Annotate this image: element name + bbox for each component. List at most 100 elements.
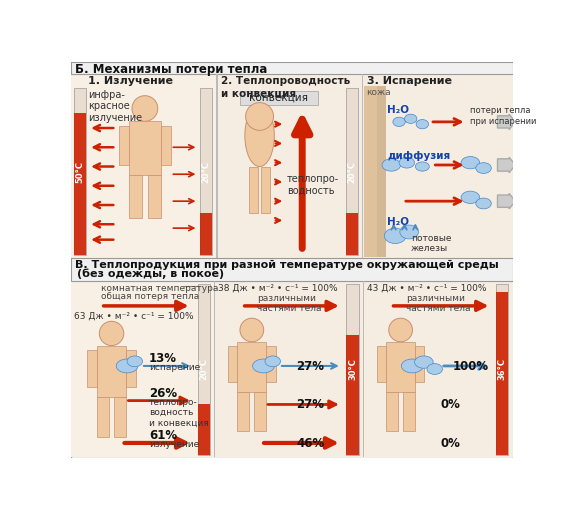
Bar xyxy=(127,350,136,387)
Ellipse shape xyxy=(382,159,401,171)
Text: различными
частями тела: различными частями тела xyxy=(257,294,321,313)
Bar xyxy=(71,258,513,281)
Text: потери тепла
при испарении: потери тепла при испарении xyxy=(470,107,536,126)
Bar xyxy=(415,346,424,382)
Bar xyxy=(237,391,249,431)
Text: 3. Испарение: 3. Испарение xyxy=(367,76,451,87)
Bar xyxy=(266,346,275,382)
Text: 50°С: 50°С xyxy=(75,161,84,182)
Text: 36°С: 36°С xyxy=(498,358,507,381)
Text: В. Теплопродукция при разной температуре окружающей среды: В. Теплопродукция при разной температуре… xyxy=(75,260,499,270)
Ellipse shape xyxy=(245,105,274,166)
Text: диффузия: диффузия xyxy=(388,151,451,161)
Ellipse shape xyxy=(384,228,406,244)
Bar xyxy=(228,346,237,382)
Bar xyxy=(129,176,142,218)
Bar xyxy=(87,350,97,387)
Text: 20°С: 20°С xyxy=(200,358,208,381)
Bar xyxy=(148,176,161,218)
Ellipse shape xyxy=(414,356,433,368)
Text: 1. Излучение: 1. Излучение xyxy=(88,76,173,87)
Ellipse shape xyxy=(116,359,138,373)
Text: 20°С: 20°С xyxy=(202,161,210,182)
Ellipse shape xyxy=(393,117,405,127)
Bar xyxy=(161,126,170,165)
Text: 0%: 0% xyxy=(441,398,461,411)
Text: инфра-
красное
излучение: инфра- красное излучение xyxy=(88,90,142,123)
FancyArrow shape xyxy=(498,194,515,209)
Text: различными
частями тела: различными частями тела xyxy=(406,294,471,313)
Bar xyxy=(261,166,270,213)
Bar xyxy=(496,292,508,455)
Ellipse shape xyxy=(461,191,480,203)
Bar xyxy=(363,74,513,258)
Text: излучение: излучение xyxy=(149,440,199,449)
Ellipse shape xyxy=(416,119,429,129)
Bar xyxy=(364,281,513,457)
Ellipse shape xyxy=(405,114,417,124)
Bar xyxy=(249,166,258,213)
Bar xyxy=(71,74,217,258)
Bar xyxy=(364,87,377,256)
Text: 27%: 27% xyxy=(296,398,324,411)
Ellipse shape xyxy=(400,225,418,239)
FancyArrow shape xyxy=(498,114,515,130)
Text: теплопро-
водность
и конвекция: теплопро- водность и конвекция xyxy=(149,398,209,427)
Text: испарение: испарение xyxy=(149,363,200,372)
Ellipse shape xyxy=(253,359,274,373)
Bar xyxy=(114,397,127,437)
Text: кожа: кожа xyxy=(366,88,390,97)
Text: 0%: 0% xyxy=(441,437,461,450)
Text: теплопро-
водность: теплопро- водность xyxy=(287,174,339,196)
Bar xyxy=(216,74,218,258)
Ellipse shape xyxy=(461,157,480,169)
Text: 27%: 27% xyxy=(296,360,324,373)
Bar xyxy=(377,346,386,382)
Text: комнатная температура: комнатная температура xyxy=(101,284,218,293)
Ellipse shape xyxy=(427,364,442,374)
Bar xyxy=(347,335,359,455)
Circle shape xyxy=(389,318,413,342)
Bar xyxy=(74,113,86,255)
Ellipse shape xyxy=(416,162,429,171)
Bar xyxy=(129,122,161,176)
Bar xyxy=(345,213,358,255)
Bar xyxy=(362,74,364,258)
Bar xyxy=(71,281,215,457)
Bar xyxy=(97,397,109,437)
Text: 13%: 13% xyxy=(149,352,177,365)
Ellipse shape xyxy=(127,356,142,367)
Bar xyxy=(254,391,266,431)
Text: 43 Дж • м⁻² • с⁻¹ = 100%: 43 Дж • м⁻² • с⁻¹ = 100% xyxy=(367,284,487,293)
Text: конвекция: конвекция xyxy=(250,93,308,102)
Bar xyxy=(74,88,86,255)
Text: 46%: 46% xyxy=(296,437,324,450)
Ellipse shape xyxy=(265,356,280,367)
Bar xyxy=(119,126,129,165)
Text: потовые
железы: потовые железы xyxy=(411,233,451,253)
Bar xyxy=(347,284,359,455)
Bar xyxy=(71,62,513,74)
Bar xyxy=(71,62,513,258)
Text: 61%: 61% xyxy=(149,429,177,442)
Bar xyxy=(217,74,363,258)
Bar xyxy=(198,284,210,455)
Bar xyxy=(386,391,398,431)
FancyArrow shape xyxy=(498,157,515,173)
Bar xyxy=(237,342,266,391)
Circle shape xyxy=(99,321,124,346)
Ellipse shape xyxy=(476,198,491,209)
Bar xyxy=(345,88,358,255)
Ellipse shape xyxy=(401,359,423,373)
Text: 26%: 26% xyxy=(149,387,177,400)
Text: 30°С: 30°С xyxy=(348,358,357,381)
Text: 100%: 100% xyxy=(453,360,488,373)
Text: H₂O: H₂O xyxy=(388,217,409,227)
Bar xyxy=(200,88,212,255)
Bar xyxy=(215,281,364,457)
Bar xyxy=(496,284,508,455)
Text: 38 Дж • м⁻² • с⁻¹ = 100%: 38 Дж • м⁻² • с⁻¹ = 100% xyxy=(218,284,338,293)
Bar xyxy=(97,346,127,397)
Circle shape xyxy=(240,318,264,342)
Bar xyxy=(71,258,513,458)
